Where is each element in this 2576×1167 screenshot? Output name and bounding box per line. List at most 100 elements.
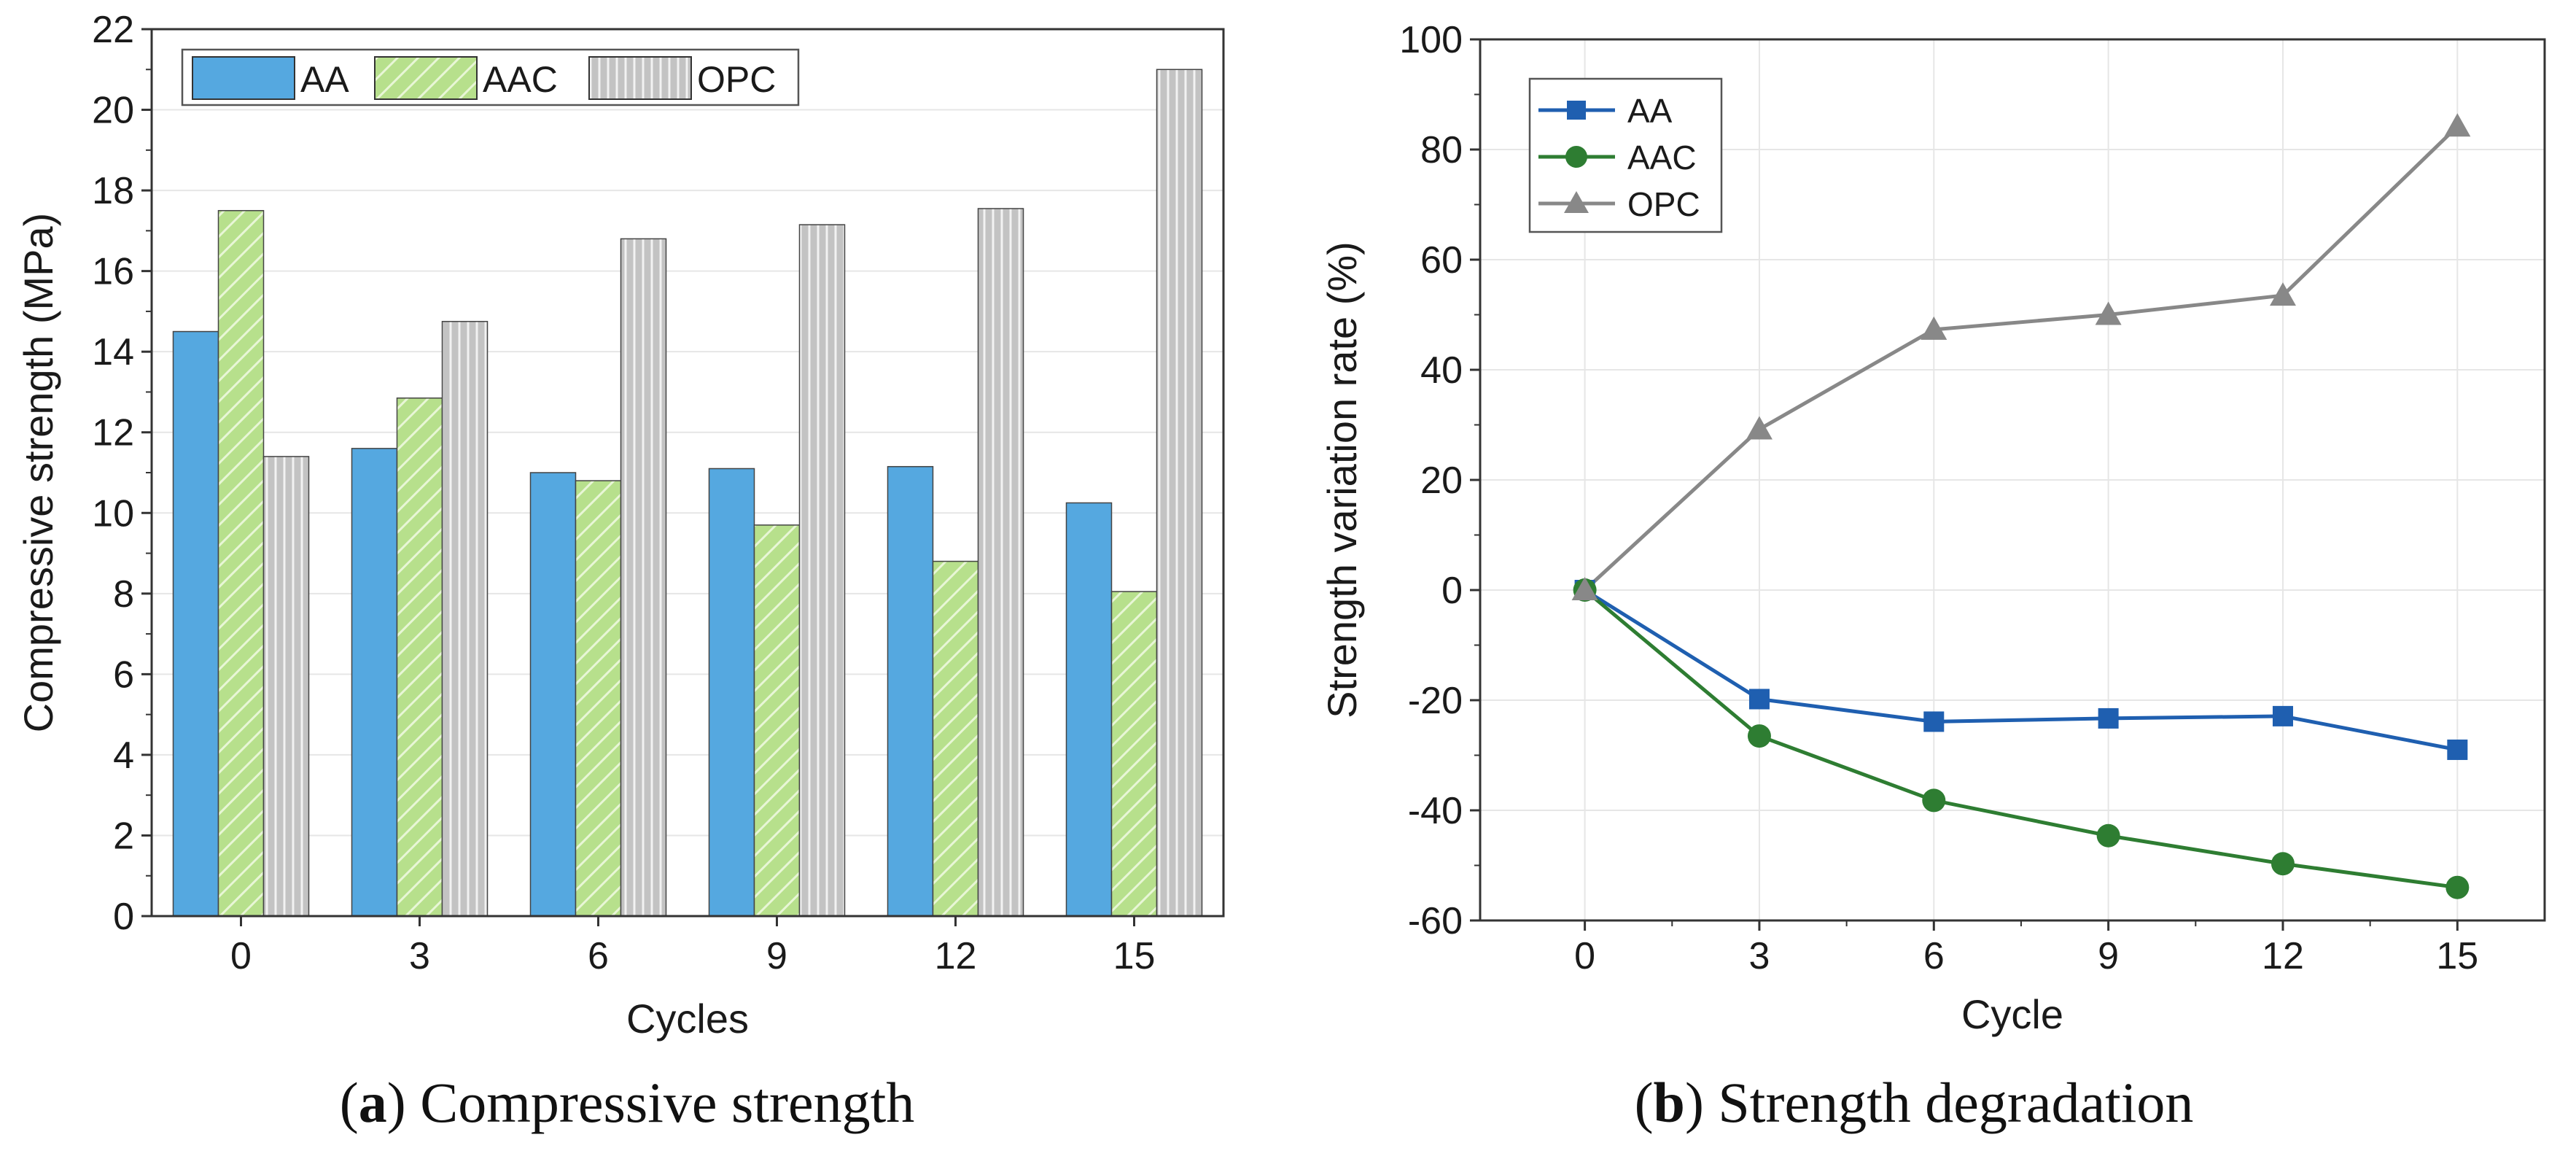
y-tick-label: 60	[1420, 239, 1463, 282]
point-aa-12	[2272, 705, 2293, 726]
point-opc-12	[2269, 282, 2296, 306]
panel-b-caption-text: Strength degradation	[1718, 1071, 2193, 1134]
x-tick-label: 12	[2262, 935, 2304, 977]
point-aac-12	[2270, 852, 2295, 876]
bar-aac-12	[932, 560, 979, 917]
point-opc-9	[2095, 301, 2122, 325]
y-tick-label: 14	[92, 331, 134, 373]
bar-aa-12	[887, 465, 934, 917]
panel-b-caption: (b) Strength degradation	[1635, 1071, 2194, 1134]
point-aa-15	[2447, 739, 2468, 760]
x-tick-label: 0	[230, 935, 252, 977]
bar-aac-6	[575, 480, 622, 917]
panel-a-gridlines	[152, 28, 1223, 917]
legend-swatch-opc	[588, 56, 692, 100]
x-tick-label: 9	[2098, 935, 2119, 977]
y-tick-label: 40	[1420, 349, 1463, 392]
point-aa-6	[1923, 711, 1945, 732]
panel-a-x-axis-label: Cycles	[626, 996, 749, 1042]
bar-opc-3	[441, 320, 489, 917]
panel-b-y-ticks: -60 -40 -20 0 20 40 60 80 100	[1399, 19, 1480, 942]
legend-label-opc: OPC	[697, 59, 776, 100]
x-tick-label: 15	[2436, 935, 2478, 977]
bar-aac-15	[1110, 591, 1158, 917]
legend-marker-aa-square	[1567, 101, 1586, 120]
y-tick-label: -20	[1408, 680, 1463, 722]
x-tick-label: 6	[1923, 935, 1945, 977]
x-tick-label: 6	[588, 935, 609, 977]
y-tick-label: 10	[92, 492, 134, 535]
panel-b-x-ticks: 0 3 6 9 12 15	[1574, 920, 2478, 977]
panel-b-y-axis-label: Strength variation rate (%)	[1319, 241, 1365, 718]
y-tick-label: 22	[92, 9, 134, 51]
panel-a-caption-text: Compressive strength	[420, 1071, 914, 1134]
x-tick-label: 3	[1748, 935, 1770, 977]
point-opc-15	[2444, 113, 2471, 137]
y-tick-label: 16	[92, 251, 134, 293]
legend-b-label-opc: OPC	[1627, 185, 1700, 223]
bar-opc-9	[798, 224, 846, 917]
bar-opc-15	[1156, 69, 1203, 917]
line-opc	[1583, 125, 2459, 592]
point-opc-0	[1571, 577, 1598, 600]
y-tick-label: -40	[1408, 790, 1463, 832]
bar-aa-3	[351, 448, 398, 917]
y-tick-label: 0	[1441, 570, 1463, 612]
x-tick-label: 0	[1574, 935, 1595, 977]
x-tick-label: 12	[935, 935, 977, 977]
panel-b-markers	[1571, 113, 2471, 899]
legend-swatch-aa	[192, 56, 295, 100]
x-tick-label: 9	[766, 935, 787, 977]
line-aac	[1584, 589, 2458, 890]
bar-aac-3	[396, 397, 443, 917]
panel-a-caption: (a) Compressive strength	[340, 1071, 915, 1134]
point-opc-3	[1746, 416, 1773, 440]
y-tick-label: 12	[92, 412, 134, 454]
bar-aac-0	[217, 209, 265, 917]
legend-b-label-aac: AAC	[1627, 139, 1697, 177]
panel-a-caption-letter: a	[359, 1071, 387, 1134]
panel-b-x-axis-label: Cycle	[1961, 991, 2063, 1037]
panel-a-y-axis-label: Compressive strength (MPa)	[15, 213, 61, 733]
x-tick-label: 3	[409, 935, 430, 977]
y-tick-label: 0	[113, 896, 134, 938]
legend-marker-aac-circle	[1565, 146, 1587, 168]
bar-aa-6	[529, 472, 577, 917]
y-tick-label: 20	[1420, 460, 1463, 502]
legend-label-aa: AA	[300, 59, 349, 100]
bar-opc-6	[620, 238, 667, 917]
y-tick-label: -60	[1408, 900, 1463, 942]
y-tick-label: 2	[113, 815, 134, 857]
panel-b-caption-letter: b	[1654, 1071, 1685, 1134]
bar-opc-12	[977, 208, 1024, 917]
y-tick-label: 6	[113, 654, 134, 696]
line-aa	[1584, 588, 2458, 752]
panel-b-lines	[1583, 125, 2459, 890]
bar-aa-9	[708, 468, 755, 917]
legend-label-aac: AAC	[483, 59, 558, 100]
x-tick-label: 15	[1113, 935, 1156, 977]
legend-b-label-aa: AA	[1627, 92, 1673, 130]
panel-a-legend: AA AAC OPC	[181, 48, 800, 106]
y-tick-label: 80	[1420, 129, 1463, 171]
panel-a-x-ticks: 0 3 6 9 12 15	[230, 916, 1155, 977]
bar-aa-0	[172, 330, 219, 917]
y-tick-label: 8	[113, 573, 134, 616]
y-tick-label: 4	[113, 734, 134, 777]
panel-a-bar-chart: 0 2 4 6 8 10 12 14 16 18 20 22 0 3 6 9 12 15 Cycles Comp…	[15, 9, 1225, 1134]
legend-marker-opc-triangle	[1564, 191, 1589, 213]
bar-aac-9	[753, 524, 801, 917]
point-aa-9	[2098, 707, 2119, 729]
y-tick-label: 20	[92, 90, 134, 132]
y-tick-label: 100	[1399, 19, 1463, 61]
panel-a-plot-frame	[150, 28, 1225, 918]
point-aac-6	[1922, 788, 1946, 813]
point-opc-6	[1921, 316, 1947, 340]
panel-b-line-chart: -60 -40 -20 0 20 40 60 80 100 0 3 6 9 12 15 Cycle Str…	[1319, 19, 2546, 1134]
panel-b-legend: AA AAC OPC	[1528, 77, 1723, 233]
y-tick-label: 18	[92, 170, 134, 212]
panel-a-bars	[172, 69, 1203, 917]
point-aac-3	[1747, 724, 1771, 748]
point-aac-9	[2096, 823, 2120, 848]
